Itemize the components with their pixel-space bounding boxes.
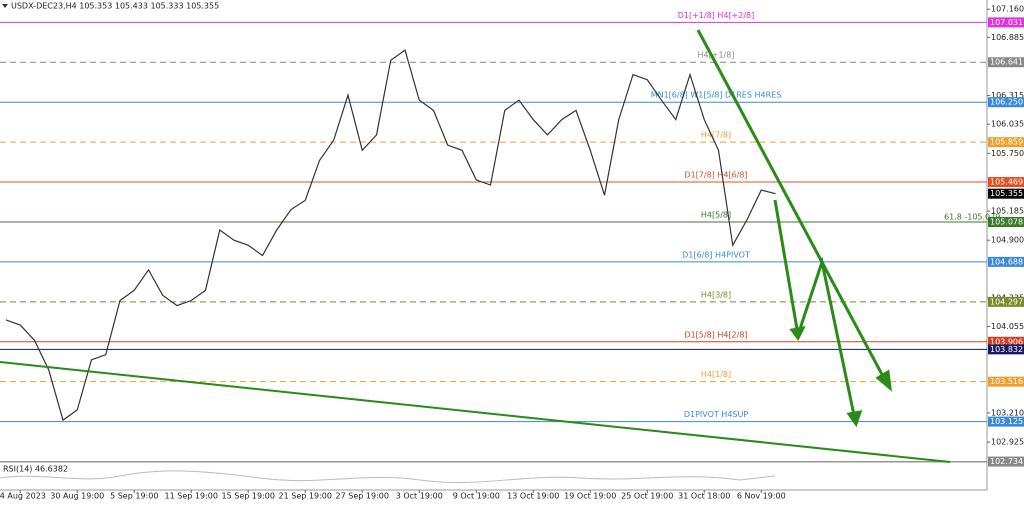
level-label: H4[7/8] [701, 131, 731, 140]
x-tick-label: 13 Oct 19:00 [507, 492, 559, 501]
rsi-label: RSI(14) 46.6382 [3, 465, 68, 474]
y-tick-label: 104.900 [991, 236, 1024, 245]
price-box [988, 256, 1024, 267]
level-label: D1[+1/8] H4[+2/8] [678, 11, 755, 20]
price-box [988, 376, 1024, 387]
price-box-label: 107.031 [990, 18, 1023, 27]
y-tick-label: 107.160 [991, 5, 1024, 14]
x-tick-label: 9 Oct 19:00 [453, 492, 500, 501]
level-label: H4[1/8] [701, 370, 731, 379]
price-box-label: 103.906 [990, 337, 1023, 346]
price-series [5, 49, 776, 422]
resistance-arrow [696, 29, 888, 383]
level-label: H4[5/8] [701, 211, 731, 220]
x-tick-label: 11 Sep 19:00 [165, 492, 218, 501]
price-box [988, 188, 1024, 199]
forecast-arrow [773, 199, 857, 421]
x-tick-label: 25 Oct 19:00 [621, 492, 673, 501]
arrow-head [846, 410, 863, 428]
price-box [988, 17, 1024, 28]
forecast-drawing [0, 29, 951, 463]
arrow-head [789, 325, 806, 341]
price-box-label: 103.125 [990, 417, 1023, 426]
price-line [5, 49, 776, 422]
price-box [988, 137, 1024, 148]
price-box-label: 102.734 [990, 457, 1023, 466]
price-box [988, 57, 1024, 68]
level-label: D1[5/8] H4[2/8] [684, 330, 747, 339]
price-box-label: 103.516 [990, 377, 1023, 386]
chart-title: USDX-DEC23,H4 105.353 105.433 105.333 10… [11, 2, 219, 11]
price-box-label: 103.832 [990, 345, 1023, 354]
x-tick-label: 31 Oct 18:00 [678, 492, 730, 501]
y-tick-label: 105.185 [991, 207, 1024, 216]
y-tick-label: 105.750 [991, 149, 1024, 158]
level-label: D1[6/8] H4PIVOT [682, 250, 750, 259]
x-tick-label: 19 Oct 19:00 [564, 492, 616, 501]
price-box-label: 105.078 [990, 218, 1023, 227]
price-box-label: 104.297 [990, 297, 1023, 306]
price-box [988, 177, 1024, 188]
x-tick-label: 15 Sep 19:00 [222, 492, 275, 501]
support-trendline [0, 361, 951, 463]
x-tick-label: 30 Aug 19:00 [50, 492, 104, 501]
price-box-label: 105.355 [990, 189, 1023, 198]
x-tick-label: 24 Aug 2023 [0, 492, 46, 501]
y-tick-label: 106.035 [991, 120, 1024, 129]
x-tick-label: 21 Sep 19:00 [279, 492, 332, 501]
price-box-label: 105.859 [990, 138, 1023, 147]
fib-annotation: 61.8 -105.079 [944, 213, 1000, 222]
y-tick-label: 106.885 [991, 33, 1024, 42]
price-box [988, 296, 1024, 307]
level-label: D1PIVOT H4SUP [684, 410, 749, 419]
price-box-label: 106.641 [990, 58, 1023, 67]
x-tick-label: 6 Nov 19:00 [737, 492, 786, 501]
level-label: H4[3/8] [701, 290, 731, 299]
level-label: D1[7/8] H4[6/8] [684, 171, 747, 180]
y-tick-label: 106.315 [991, 91, 1024, 100]
x-tick-label: 5 Sep 19:00 [110, 492, 158, 501]
axes: 107.160 106.885 106.315 106.035 105.750 105.1… [0, 5, 1024, 501]
price-box-label: 106.250 [990, 98, 1023, 107]
x-tick-label: 3 Oct 19:00 [396, 492, 443, 501]
rsi-line [0, 470, 776, 484]
price-box-label: 105.469 [990, 178, 1023, 187]
y-tick-label: 103.210 [991, 408, 1024, 417]
price-box [988, 416, 1024, 427]
price-box [988, 97, 1024, 108]
price-box [988, 344, 1024, 355]
x-tick-label: 27 Sep 19:00 [336, 492, 389, 501]
menu-triangle [2, 4, 8, 8]
y-tick-label: 102.925 [991, 438, 1024, 447]
price-box [988, 456, 1024, 467]
level-label: MN1[6/8] W1[5/8] D1RES H4RES [651, 91, 782, 100]
price-box [988, 336, 1024, 347]
y-tick-label: 104.055 [991, 322, 1024, 331]
price-box [988, 217, 1024, 228]
arrow-head [875, 369, 892, 392]
level-label: H4[+1/8] [698, 51, 735, 60]
price-box-label: 104.688 [990, 257, 1023, 266]
